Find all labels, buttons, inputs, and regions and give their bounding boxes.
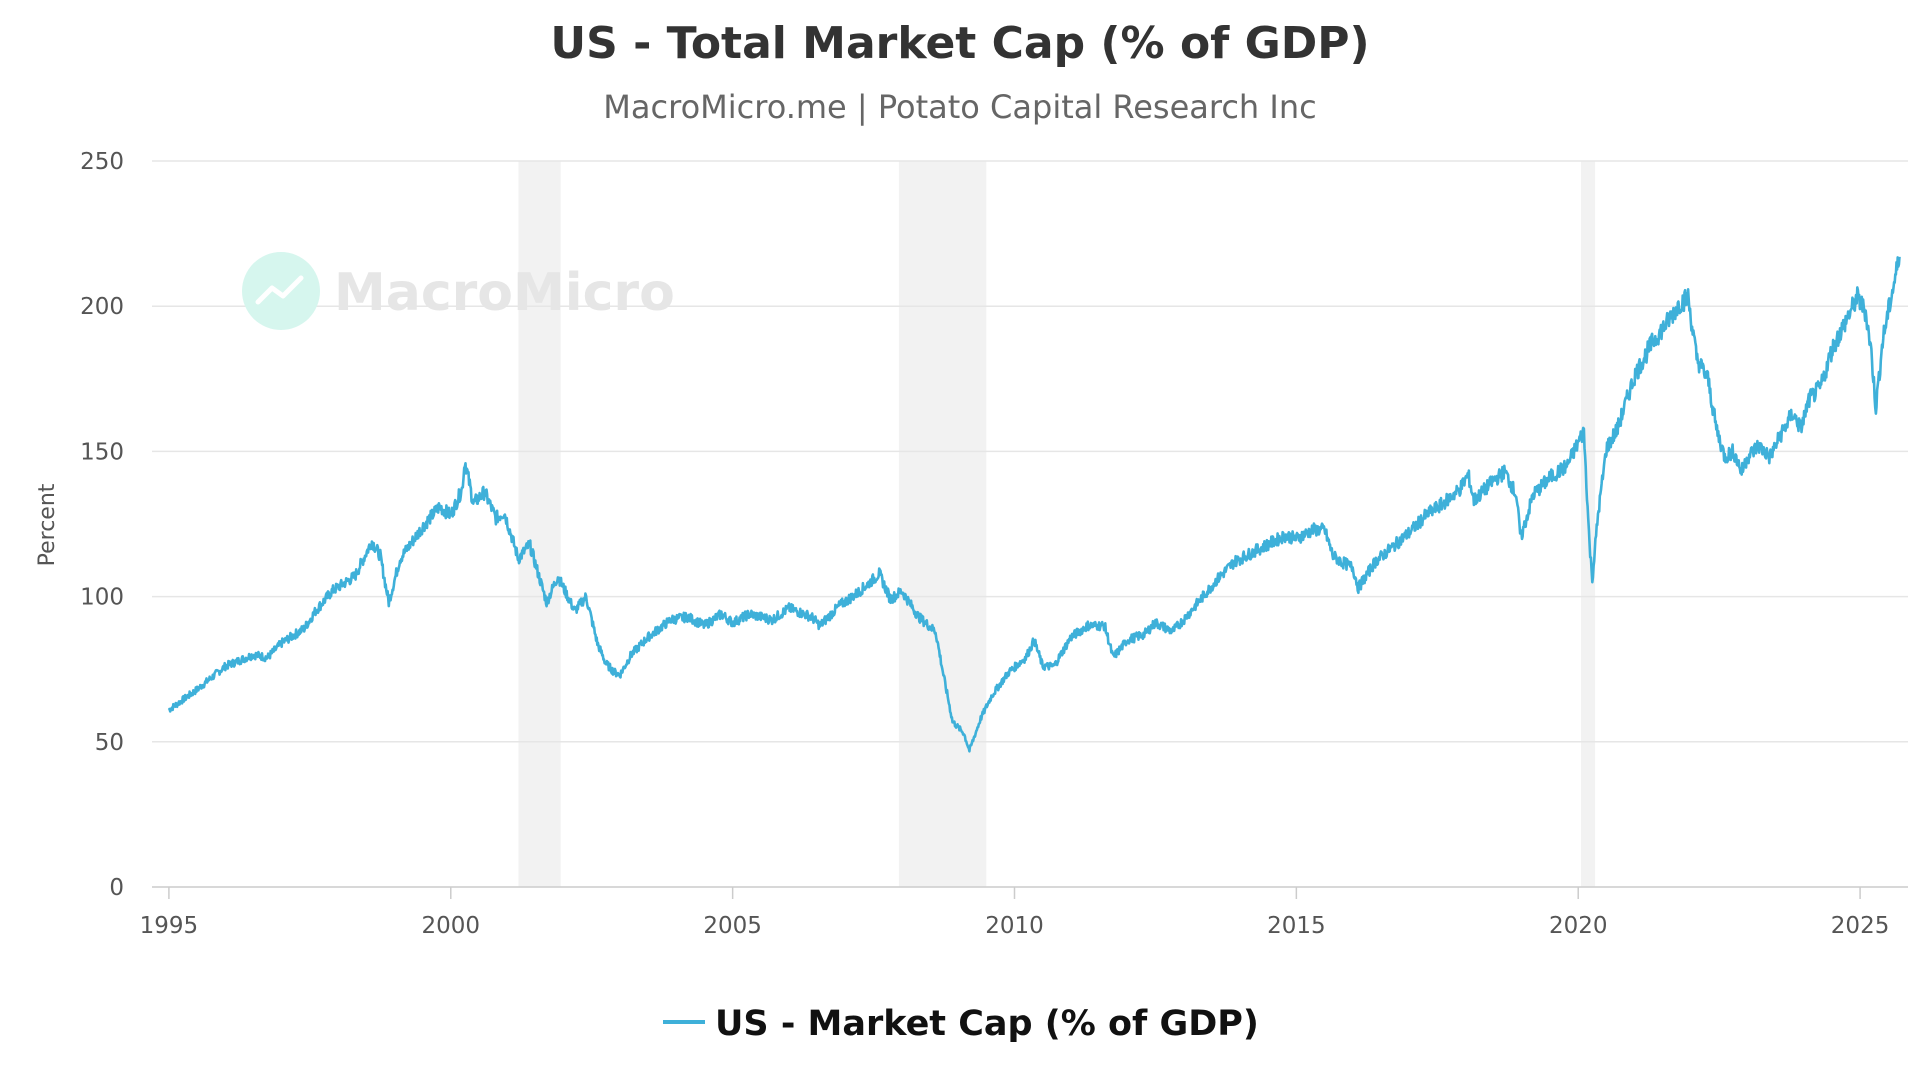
series-line	[167, 256, 1901, 753]
chart-title: US - Total Market Cap (% of GDP)	[550, 18, 1369, 69]
y-tick-label: 0	[109, 875, 124, 901]
x-tick-label: 2010	[985, 913, 1044, 939]
y-tick-label: 50	[95, 730, 124, 756]
x-tick-label: 2020	[1549, 913, 1608, 939]
x-tick-label: 2015	[1267, 913, 1326, 939]
watermark-text: MacroMicro	[334, 263, 675, 323]
y-tick-label: 200	[80, 294, 124, 320]
watermark-logo-line	[255, 275, 304, 305]
gridlines	[152, 160, 1908, 743]
legend[interactable]: US - Market Cap (% of GDP)	[663, 1004, 1259, 1044]
axes: 0 50 100 150 200 250 1995 2000 2005 2010 2015 2020 2…	[80, 149, 1908, 939]
watermark: MacroMicro	[242, 252, 675, 330]
y-tick-label: 100	[80, 585, 124, 611]
recession-band	[518, 161, 561, 887]
x-tick-label: 1995	[140, 913, 199, 939]
series-layer	[167, 256, 1901, 753]
x-tick-label: 2025	[1831, 913, 1890, 939]
recession-band	[898, 161, 987, 887]
x-tick-label: 2005	[703, 913, 762, 939]
y-axis-title: Percent	[35, 483, 60, 566]
legend-label: US - Market Cap (% of GDP)	[715, 1004, 1259, 1044]
y-tick-label: 150	[80, 439, 124, 465]
recession-bands	[518, 161, 1596, 887]
y-tick-label: 250	[80, 149, 124, 175]
x-tick-label: 2000	[422, 913, 481, 939]
chart-subtitle: MacroMicro.me | Potato Capital Research …	[603, 88, 1316, 126]
watermark-logo-icon	[242, 252, 320, 330]
